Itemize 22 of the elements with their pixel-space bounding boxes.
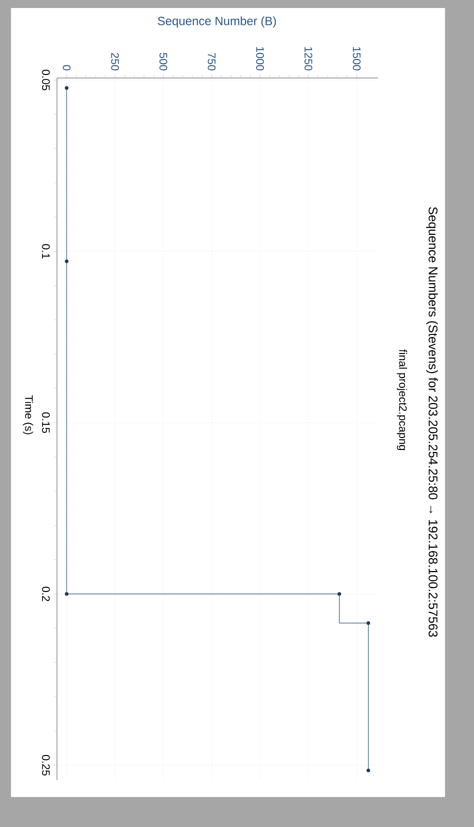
text: final project2.pcapng: [396, 349, 408, 450]
point: [64, 592, 68, 596]
x-tick-label: 0: [62, 65, 71, 70]
point: [366, 621, 370, 625]
x-tick-label: 1500: [352, 47, 361, 70]
y-tick-label: 0.05: [42, 70, 50, 90]
point: [366, 768, 370, 772]
y-tick-label: 0.2: [42, 586, 50, 602]
x-axis-title: Sequence Number (B): [158, 16, 276, 28]
x-tick-label: 1250: [304, 47, 312, 70]
point: [64, 259, 68, 264]
x-tick-label: 250: [111, 52, 119, 70]
text: Sequence Numbers (Stevens) for 203.205.254.25:80 → 192.168.100.2:57563: [426, 207, 438, 637]
x-tick-label: 1000: [256, 47, 264, 70]
x-tick-label: 500: [159, 52, 168, 70]
y-axis-title: Time (s): [22, 395, 34, 434]
point: [338, 592, 342, 596]
x-tick-label: 750: [208, 53, 216, 70]
y-tick-label: 0.15: [42, 412, 50, 433]
point: [64, 86, 68, 90]
y-tick-label: 0.25: [42, 754, 50, 776]
y-tick-label: 0.1: [42, 244, 50, 258]
